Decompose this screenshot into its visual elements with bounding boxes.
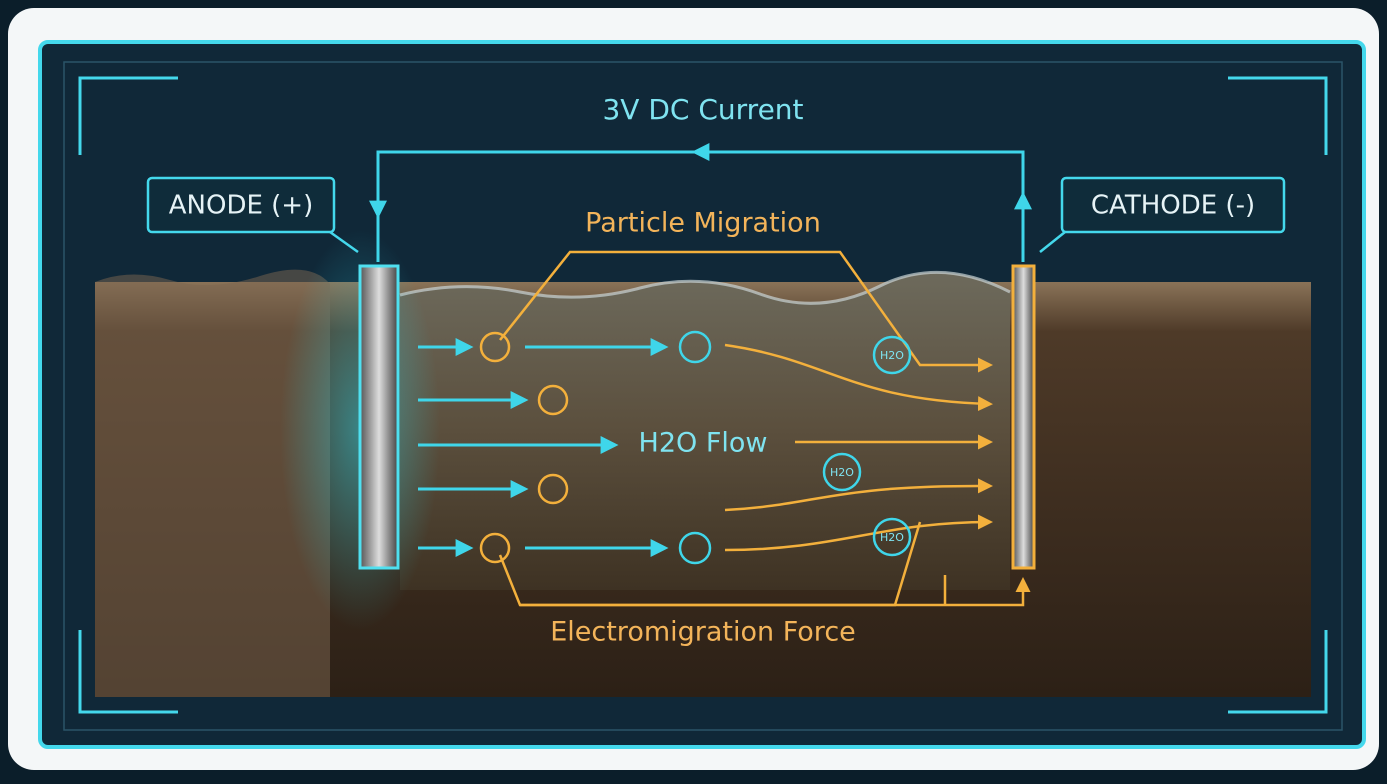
molecule-label: H2O <box>880 349 904 362</box>
flow-label: Particle Migration <box>585 208 821 239</box>
page: H2O H2O H2O 3V DC Current ANODE (+) CATH… <box>0 0 1387 784</box>
anode-rod <box>360 266 398 568</box>
flow-label: Electromigration Force <box>550 617 856 648</box>
molecule-label: H2O <box>880 531 904 544</box>
anode-label: ANODE (+) <box>169 191 314 221</box>
title: 3V DC Current <box>602 93 803 126</box>
cathode-label: CATHODE (-) <box>1091 191 1255 221</box>
molecule-label: H2O <box>830 466 854 479</box>
flow-label: H2O Flow <box>639 428 768 459</box>
diagram: H2O H2O H2O 3V DC Current ANODE (+) CATH… <box>0 0 1387 784</box>
cathode-rod <box>1013 266 1034 568</box>
